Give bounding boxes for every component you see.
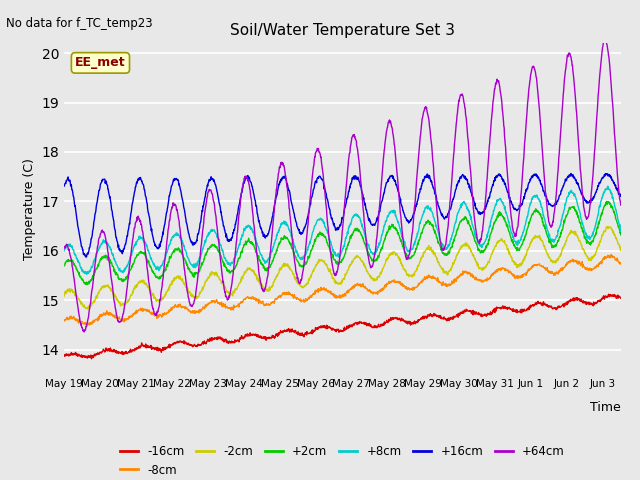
-16cm <box>88 356 95 362</box>
X-axis label: Time: Time <box>590 401 621 414</box>
-2cm <box>378 270 385 276</box>
+8cm <box>378 235 385 241</box>
+8cm <box>604 183 612 189</box>
+16cm <box>104 182 111 188</box>
-8cm <box>60 317 68 323</box>
Text: EE_met: EE_met <box>75 56 126 70</box>
Line: +8cm: +8cm <box>64 186 621 274</box>
+2cm <box>126 267 134 273</box>
+8cm <box>297 256 305 262</box>
+16cm <box>83 254 90 260</box>
Line: -2cm: -2cm <box>64 227 621 309</box>
Text: No data for f_TC_temp23: No data for f_TC_temp23 <box>6 17 153 30</box>
+2cm <box>83 282 90 288</box>
+16cm <box>126 216 134 222</box>
-16cm <box>297 331 305 337</box>
+16cm <box>318 176 326 182</box>
-2cm <box>84 306 92 312</box>
+8cm <box>308 231 316 237</box>
+64cm <box>60 245 68 251</box>
+2cm <box>603 199 611 204</box>
+2cm <box>378 247 385 253</box>
Line: -8cm: -8cm <box>64 254 621 326</box>
+8cm <box>83 271 91 277</box>
-16cm <box>318 324 326 330</box>
+64cm <box>318 165 326 171</box>
-2cm <box>308 271 316 276</box>
-8cm <box>308 293 316 299</box>
-16cm <box>617 295 625 301</box>
+2cm <box>318 231 326 237</box>
-2cm <box>297 283 305 288</box>
-16cm <box>378 321 385 327</box>
Line: -16cm: -16cm <box>64 294 621 359</box>
Y-axis label: Temperature (C): Temperature (C) <box>23 158 36 260</box>
-8cm <box>83 323 91 329</box>
-16cm <box>60 353 68 359</box>
+64cm <box>602 34 609 40</box>
+8cm <box>104 241 111 247</box>
Line: +2cm: +2cm <box>64 202 621 285</box>
-16cm <box>605 291 612 297</box>
+16cm <box>60 183 68 189</box>
-16cm <box>126 349 134 355</box>
-2cm <box>318 258 326 264</box>
+2cm <box>297 262 305 268</box>
+16cm <box>567 171 575 177</box>
+64cm <box>80 329 88 335</box>
-16cm <box>104 348 111 354</box>
+16cm <box>378 200 385 205</box>
+2cm <box>308 246 316 252</box>
+64cm <box>297 277 305 283</box>
+64cm <box>308 176 316 182</box>
+2cm <box>60 263 68 269</box>
+64cm <box>126 259 134 264</box>
Legend: -16cm, -8cm, -2cm, +2cm, +8cm, +16cm, +64cm: -16cm, -8cm, -2cm, +2cm, +8cm, +16cm, +6… <box>115 440 570 480</box>
+2cm <box>104 257 111 263</box>
+8cm <box>126 254 134 260</box>
-2cm <box>603 224 611 229</box>
-2cm <box>617 248 625 253</box>
+64cm <box>104 246 111 252</box>
-8cm <box>126 313 134 319</box>
+2cm <box>617 232 625 238</box>
-8cm <box>297 296 305 302</box>
+64cm <box>617 202 625 208</box>
-2cm <box>126 294 134 300</box>
-8cm <box>378 286 385 292</box>
+8cm <box>318 218 326 224</box>
+16cm <box>297 229 305 235</box>
+8cm <box>60 248 68 254</box>
+16cm <box>617 192 625 198</box>
Title: Soil/Water Temperature Set 3: Soil/Water Temperature Set 3 <box>230 23 455 38</box>
+8cm <box>617 226 625 232</box>
-8cm <box>617 261 625 266</box>
-16cm <box>308 331 316 336</box>
Line: +16cm: +16cm <box>64 174 621 257</box>
-2cm <box>104 284 111 289</box>
Line: +64cm: +64cm <box>64 37 621 332</box>
-8cm <box>104 312 111 317</box>
-8cm <box>318 287 326 292</box>
+16cm <box>308 193 316 199</box>
-2cm <box>60 293 68 299</box>
-8cm <box>607 252 615 257</box>
+64cm <box>378 183 385 189</box>
